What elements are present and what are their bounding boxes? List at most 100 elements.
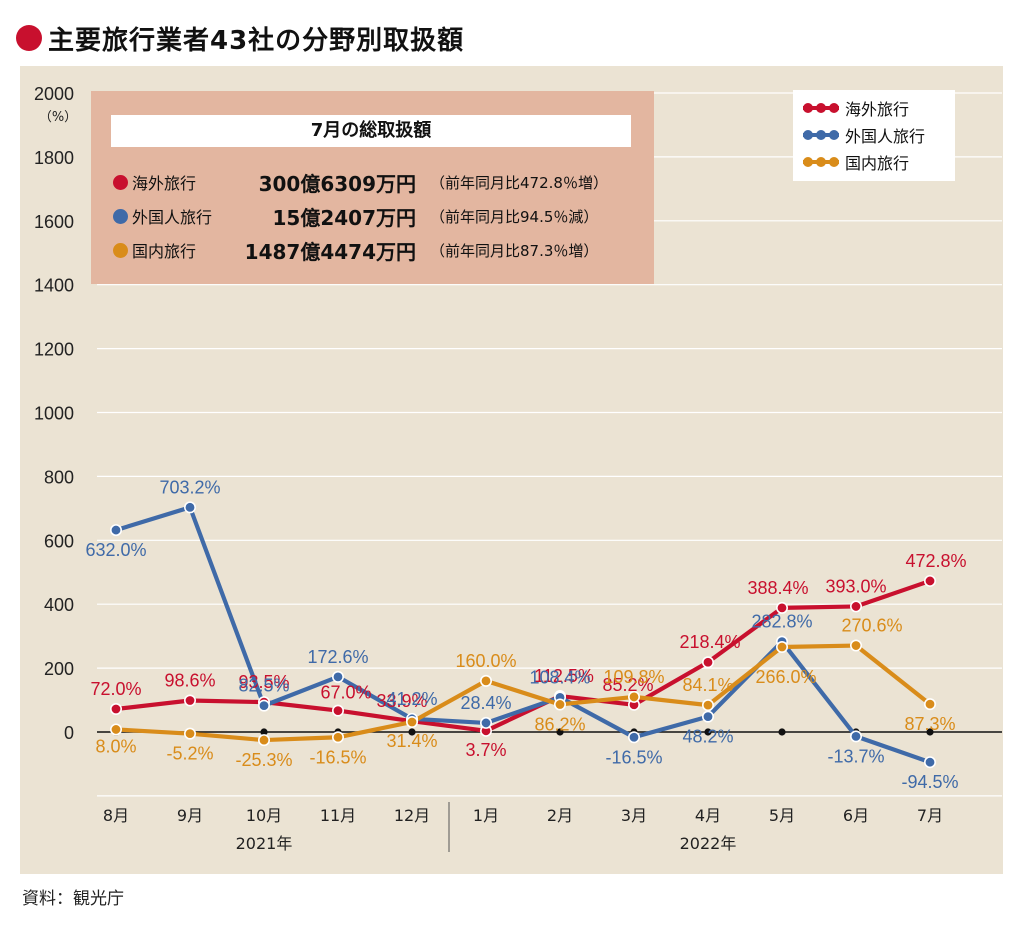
data-point xyxy=(110,702,123,715)
legend-label: 海外旅行 xyxy=(845,100,910,119)
x-tick-label: 1月 xyxy=(473,806,499,825)
data-label: -94.5% xyxy=(901,772,958,792)
source-note: 資料：観光庁 xyxy=(22,889,124,909)
y-tick-label: 600 xyxy=(44,531,74,551)
axis-dot xyxy=(704,728,712,736)
summary-amount: 15億2407万円 xyxy=(272,205,417,230)
axis-dot xyxy=(408,728,416,736)
data-label: 703.2% xyxy=(159,477,220,497)
summary-row-inbound: 外国人旅行 15億2407万円 （前年同月比94.5％減） xyxy=(113,201,598,231)
data-point xyxy=(479,716,492,729)
data-point xyxy=(258,734,271,747)
year-label: 2021年 xyxy=(236,834,293,853)
y-axis-unit: （%） xyxy=(39,110,77,125)
y-tick-label: 1000 xyxy=(34,404,74,424)
data-label: -5.2% xyxy=(166,744,213,764)
legend-item-overseas: 海外旅行 xyxy=(803,96,909,120)
data-label: 112.5% xyxy=(534,666,594,686)
data-label: 282.8% xyxy=(751,612,812,632)
legend-swatch-blue xyxy=(803,128,839,142)
legend-label: 外国人旅行 xyxy=(845,127,926,146)
series-line-0 xyxy=(113,578,933,733)
summary-label: 外国人旅行 xyxy=(132,208,213,227)
data-label: 93.5% xyxy=(238,672,289,692)
x-tick-label: 8月 xyxy=(103,806,129,825)
x-tick-label: 5月 xyxy=(769,806,795,825)
data-point xyxy=(627,690,640,703)
summary-change: （前年同月比472.8％増） xyxy=(430,173,608,192)
summary-heading: 7月の総取扱額 xyxy=(111,115,631,147)
orange-dot-icon xyxy=(113,242,128,258)
data-point xyxy=(923,756,936,769)
y-tick-label: 1600 xyxy=(34,212,74,232)
data-point xyxy=(110,524,123,537)
data-label: 388.4% xyxy=(747,578,808,598)
summary-row-overseas: 海外旅行 300億6309万円 （前年同月比472.8％増） xyxy=(113,167,608,197)
data-label: 82.5% xyxy=(238,676,289,696)
y-tick-label: 800 xyxy=(44,467,74,487)
data-label: 472.8% xyxy=(905,551,966,571)
y-tick-label: 400 xyxy=(44,595,74,615)
legend-swatch-red xyxy=(803,101,839,115)
axis-dot xyxy=(778,728,786,736)
data-point xyxy=(923,574,936,587)
data-label: 109.8% xyxy=(603,667,664,687)
data-label: 85.2% xyxy=(602,675,653,695)
legend-swatch-orange xyxy=(803,155,839,169)
data-point xyxy=(775,641,788,654)
summary-amount: 1487億4474万円 xyxy=(244,239,416,264)
data-point xyxy=(405,715,418,728)
chart-legend: 海外旅行 外国人旅行 国内旅行 xyxy=(793,90,955,181)
summary-label: 国内旅行 xyxy=(132,242,197,261)
summary-label: 海外旅行 xyxy=(132,174,197,193)
data-label: -25.3% xyxy=(235,750,292,770)
data-point xyxy=(923,698,936,711)
data-label: -13.7% xyxy=(827,746,884,766)
blue-dot-icon xyxy=(113,208,128,224)
data-label: 33.9% xyxy=(376,691,427,711)
data-label: 98.6% xyxy=(164,670,215,690)
data-point xyxy=(701,699,714,712)
data-label: 218.4% xyxy=(679,632,740,652)
data-label: 87.3% xyxy=(904,714,955,734)
data-point xyxy=(553,698,566,711)
x-tick-label: 11月 xyxy=(320,806,356,825)
data-label: 41.2% xyxy=(386,689,437,709)
y-tick-label: 1800 xyxy=(34,148,74,168)
data-label: 67.0% xyxy=(320,683,371,703)
data-label: 270.6% xyxy=(841,616,902,636)
data-label: 72.0% xyxy=(90,679,141,699)
summary-change: （前年同月比94.5％減） xyxy=(430,207,599,226)
data-label: 160.0% xyxy=(455,651,516,671)
data-point xyxy=(184,694,197,707)
legend-item-inbound: 外国人旅行 xyxy=(803,123,925,147)
summary-row-domestic: 国内旅行 1487億4474万円 （前年同月比87.3％増） xyxy=(113,235,598,265)
data-label: 8.0% xyxy=(95,736,136,756)
data-label: 108.4% xyxy=(529,667,590,687)
legend-label: 国内旅行 xyxy=(845,154,910,173)
line-chart: 0 200 400 600 800 1000 1200 1400 1600 1800 2000 （%）… xyxy=(34,84,1002,853)
x-tick-label: 4月 xyxy=(695,806,721,825)
y-tick-label: 1200 xyxy=(34,340,74,360)
x-tick-label: 7月 xyxy=(917,806,943,825)
data-label: 3.7% xyxy=(465,740,506,760)
x-tick-label: 10月 xyxy=(246,806,282,825)
y-tick-label: 200 xyxy=(44,659,74,679)
axis-dot xyxy=(926,728,934,736)
data-point xyxy=(701,656,714,669)
chart-title: 主要旅行業者43社の分野別取扱額 xyxy=(48,25,465,56)
series-line-1 xyxy=(113,505,933,765)
x-tick-label: 2月 xyxy=(547,806,573,825)
data-point xyxy=(701,710,714,723)
red-dot-icon xyxy=(113,174,128,190)
data-point xyxy=(627,731,640,744)
data-point xyxy=(331,704,344,717)
data-point xyxy=(258,699,271,712)
data-point xyxy=(110,723,123,736)
data-label: 632.0% xyxy=(85,540,146,560)
data-label: 266.0% xyxy=(755,667,816,687)
chart-title-row: 主要旅行業者43社の分野別取扱額 xyxy=(16,18,464,58)
data-label: 86.2% xyxy=(534,714,585,734)
summary-box: 7月の総取扱額 海外旅行 300億6309万円 （前年同月比472.8％増） 外… xyxy=(91,91,654,284)
data-label: 172.6% xyxy=(307,647,368,667)
